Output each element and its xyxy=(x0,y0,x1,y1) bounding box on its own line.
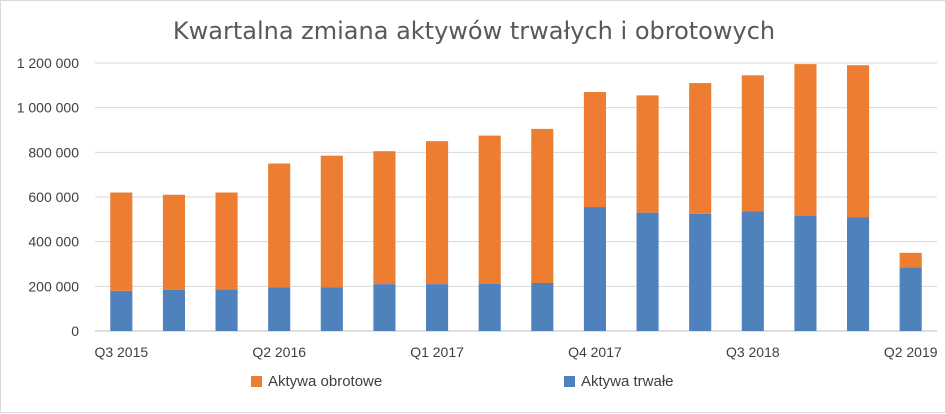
legend-label-obrotowe: Aktywa obrotowe xyxy=(268,373,383,390)
y-tick-label: 1 000 000 xyxy=(17,100,79,116)
x-tick-label: Q3 2015 xyxy=(94,344,148,360)
bar-aktywa-obrotowe-q2-2019 xyxy=(899,252,922,268)
y-tick-label: 0 xyxy=(71,323,79,339)
chart-title: Kwartalna zmiana aktywów trwałych i obro… xyxy=(172,17,776,45)
bar-aktywa-obrotowe-q3-2015 xyxy=(110,192,133,291)
legend-swatch-obrotowe xyxy=(251,376,262,387)
bar-aktywa-obrotowe-q4-2018 xyxy=(794,64,817,216)
legend-swatch-trwale xyxy=(564,376,575,387)
bar-aktywa-obrotowe-q1-2016 xyxy=(215,192,238,290)
bar-aktywa-trwałe-q4-2018 xyxy=(794,215,817,331)
legend-item-aktywa-trwale: Aktywa trwałe xyxy=(564,373,674,390)
y-tick-label: 800 000 xyxy=(28,144,79,160)
bar-aktywa-obrotowe-q1-2019 xyxy=(847,65,870,218)
bar-aktywa-obrotowe-q3-2017 xyxy=(531,128,554,283)
y-tick-label: 1 200 000 xyxy=(17,55,79,71)
bar-aktywa-trwałe-q1-2017 xyxy=(426,284,449,331)
bar-aktywa-obrotowe-q1-2018 xyxy=(636,95,659,213)
y-tick-label: 400 000 xyxy=(28,234,79,250)
bar-aktywa-trwałe-q3-2018 xyxy=(741,211,764,331)
bar-aktywa-obrotowe-q1-2017 xyxy=(426,141,449,285)
bar-aktywa-obrotowe-q2-2017 xyxy=(478,135,501,284)
bar-aktywa-trwałe-q2-2017 xyxy=(478,283,501,331)
bar-aktywa-trwałe-q2-2016 xyxy=(268,287,291,331)
y-tick-label: 600 000 xyxy=(28,189,79,205)
x-tick-label: Q1 2017 xyxy=(410,344,464,360)
x-tick-label: Q2 2019 xyxy=(884,344,938,360)
bar-aktywa-obrotowe-q2-2018 xyxy=(689,83,712,214)
bar-aktywa-obrotowe-q3-2018 xyxy=(741,75,764,212)
bar-aktywa-trwałe-q2-2019 xyxy=(899,267,922,331)
bar-aktywa-obrotowe-q4-2016 xyxy=(373,151,396,285)
bar-aktywa-trwałe-q1-2018 xyxy=(636,212,659,331)
legend: Aktywa obrotowe Aktywa trwałe xyxy=(1,373,946,393)
bar-aktywa-trwałe-q2-2018 xyxy=(689,213,712,331)
x-tick-label: Q4 2017 xyxy=(568,344,622,360)
bar-aktywa-trwałe-q3-2016 xyxy=(320,287,343,331)
bar-aktywa-trwałe-q4-2017 xyxy=(583,207,606,331)
bar-aktywa-trwałe-q3-2015 xyxy=(110,290,133,331)
y-tick-label: 200 000 xyxy=(28,278,79,294)
bar-aktywa-trwałe-q4-2015 xyxy=(162,289,185,331)
bar-aktywa-obrotowe-q4-2015 xyxy=(162,194,185,290)
x-tick-label: Q3 2018 xyxy=(726,344,780,360)
legend-label-trwale: Aktywa trwałe xyxy=(581,373,674,390)
bar-aktywa-obrotowe-q2-2016 xyxy=(268,163,291,288)
bar-aktywa-trwałe-q4-2016 xyxy=(373,284,396,331)
legend-item-aktywa-obrotowe: Aktywa obrotowe xyxy=(251,373,382,390)
bar-aktywa-obrotowe-q4-2017 xyxy=(583,92,606,208)
bar-aktywa-trwałe-q1-2016 xyxy=(215,289,238,331)
x-tick-label: Q2 2016 xyxy=(252,344,306,360)
bar-aktywa-obrotowe-q3-2016 xyxy=(320,155,343,288)
bar-aktywa-trwałe-q3-2017 xyxy=(531,282,554,331)
bar-aktywa-trwałe-q1-2019 xyxy=(847,217,870,331)
